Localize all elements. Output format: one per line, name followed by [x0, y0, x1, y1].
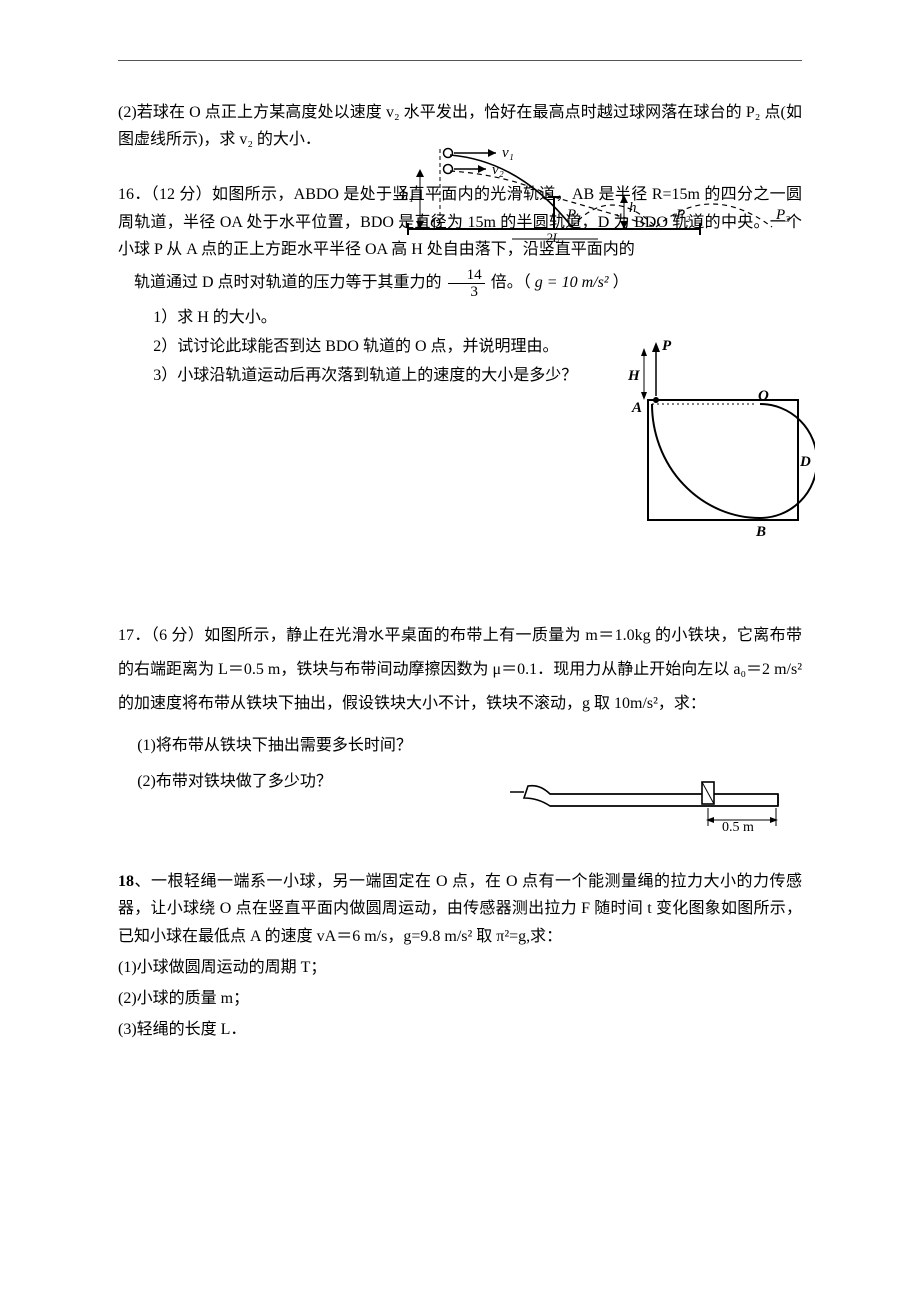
- q15-svg: [400, 141, 810, 241]
- q16-lbl-P: P: [662, 334, 671, 360]
- q16-lbl-O: O: [758, 384, 769, 410]
- q16-svg: [640, 338, 815, 538]
- q16-lbl-B: B: [756, 520, 766, 546]
- q16-frac-den: 3: [448, 284, 485, 300]
- q18-sub3: (3)轻绳的长度 L．: [118, 1016, 802, 1043]
- q15-lbl-h1: h₁: [401, 183, 414, 209]
- q17-head: 17．（6 分）如图所示，静止在光滑水平桌面的布带上有一质量为 m＝1.0kg …: [118, 619, 802, 720]
- q16-frac-num: 14: [448, 267, 485, 284]
- q15-lbl-h: h: [629, 196, 637, 222]
- q16-lbl-D: D: [800, 450, 811, 476]
- q18-sub1: (1)小球做圆周运动的周期 T；: [118, 954, 802, 981]
- q15-lbl-P1: P₁: [567, 203, 581, 229]
- q17-dim-label: 0.5 m: [722, 816, 754, 840]
- q16-fraction: 14 3: [448, 267, 485, 300]
- q15-lbl-P3: P₃: [776, 203, 790, 229]
- q16-frac-pre: 轨道通过 D 点时对轨道的压力等于其重力的: [134, 274, 442, 291]
- q16-lbl-H: H: [628, 364, 640, 390]
- q18-sub2: (2)小球的质量 m；: [118, 985, 802, 1012]
- q16-frac-post: 倍。（: [491, 274, 531, 291]
- header-rule: [118, 60, 802, 61]
- q16-lbl-A: A: [632, 396, 642, 422]
- q17-sub1: (1)将布带从铁块下抽出需要多长时间？: [137, 730, 802, 762]
- q18-head: 、一根轻绳一端系一小球，另一端固定在 O 点，在 O 点有一个能测量绳的拉力大小…: [118, 873, 802, 944]
- q17-figure: 0.5 m: [510, 776, 790, 846]
- q15-lbl-v2: v₂: [492, 158, 504, 184]
- q18-number: 18: [118, 873, 134, 890]
- q18-head-line: 18、一根轻绳一端系一小球，另一端固定在 O 点，在 O 点有一个能测量绳的拉力…: [118, 868, 802, 950]
- q16-sub1: 1）求 H 的大小。: [153, 304, 802, 331]
- q16-figure: P H A O D B: [640, 338, 815, 538]
- q16-frac-line: 轨道通过 D 点时对轨道的压力等于其重力的 14 3 倍。（ g = 10 m/…: [118, 267, 802, 300]
- q15-lbl-P2: P₂: [676, 203, 690, 229]
- q15-lbl-O: O: [430, 211, 441, 237]
- q16-g-expr: g = 10 m/s²: [535, 274, 609, 291]
- q16-frac-close: ）: [613, 274, 629, 291]
- q15-lbl-2L: 2L: [546, 227, 560, 249]
- q15-figure: v₁ v₂ h₁ h P₁ P₂ P₃ O 2L: [400, 141, 810, 241]
